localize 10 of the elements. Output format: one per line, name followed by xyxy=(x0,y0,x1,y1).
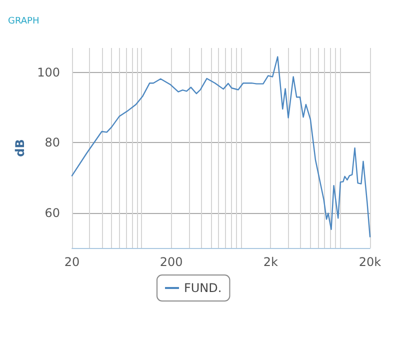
x-tick-label: 200 xyxy=(160,255,183,269)
x-tick-label: 20k xyxy=(358,255,382,269)
legend-label: FUND. xyxy=(184,281,222,295)
chart-title: GRAPH xyxy=(8,16,40,26)
y-axis-title: dB xyxy=(13,139,28,157)
y-tick-label: 100 xyxy=(37,66,60,80)
x-tick-label: 2k xyxy=(263,255,278,269)
x-tick-label: 20 xyxy=(64,255,80,269)
y-tick-label: 60 xyxy=(44,206,60,220)
y-tick-label: 80 xyxy=(44,136,60,150)
